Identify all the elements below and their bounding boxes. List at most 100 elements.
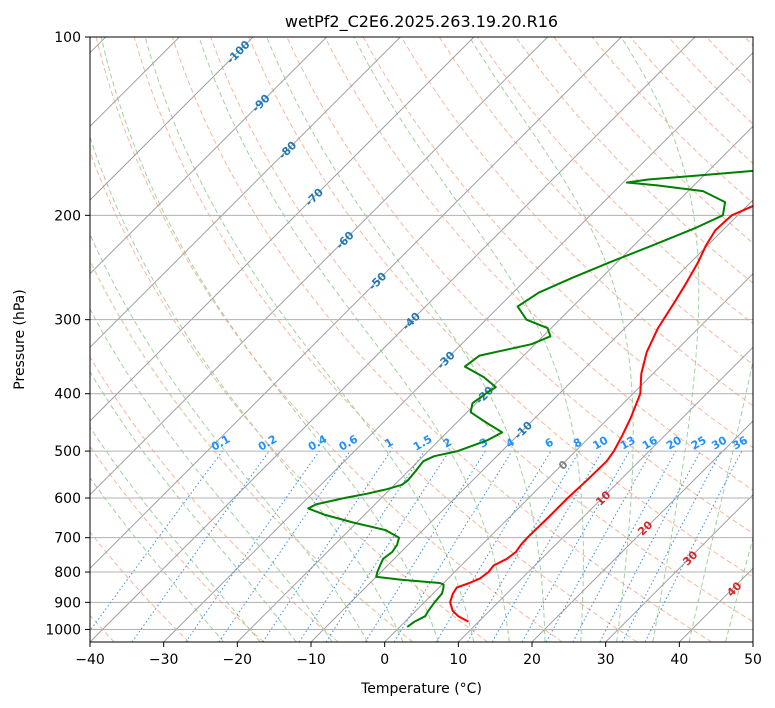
isotherm <box>90 37 475 422</box>
dry-adiabat <box>90 531 190 642</box>
chart-title: wetPf2_C2E6.2025.263.19.20.R16 <box>285 12 558 32</box>
x-tick-label: 0 <box>380 652 389 668</box>
mixing-ratio-line <box>218 450 351 642</box>
mixing-ratio-line <box>644 450 743 642</box>
mixing-ratio-label: 0.2 <box>256 433 279 454</box>
x-tick-label: 30 <box>597 652 615 668</box>
mixing-ratio-line <box>90 450 223 632</box>
dry-adiabat <box>438 37 753 366</box>
isotherm <box>90 37 401 349</box>
mixing-ratio-line <box>599 450 701 642</box>
moist-adiabat <box>100 37 439 642</box>
isotherm <box>752 641 753 642</box>
dry-adiabat <box>668 37 753 125</box>
y-tick-label: 1000 <box>45 622 81 638</box>
y-tick-label: 300 <box>54 313 81 329</box>
mixing-ratio-label: 0.1 <box>209 433 232 454</box>
isotherm <box>236 125 753 642</box>
isotherm <box>457 346 753 642</box>
dry-adiabat <box>90 150 488 642</box>
dry-adiabat <box>706 37 753 86</box>
dry-adiabat <box>90 259 414 642</box>
mixing-ratio-label: 0.6 <box>337 432 361 453</box>
x-tick-label: −40 <box>75 652 105 668</box>
dry-adiabat <box>553 37 753 244</box>
moist-adiabat-label: 10 <box>593 488 613 508</box>
mixing-ratio-label: 10 <box>590 433 610 452</box>
mixing-ratio-line <box>325 450 450 642</box>
mixing-ratio-label: 1.5 <box>411 433 434 454</box>
series-layer <box>307 169 753 628</box>
isotherm <box>90 37 622 570</box>
mixing-ratio-line <box>621 450 722 642</box>
isotherm <box>605 493 753 642</box>
moist-adiabat <box>144 37 475 642</box>
dry-adiabat <box>515 37 753 284</box>
mixing-ratio-label: 36 <box>730 433 750 452</box>
plot-frame <box>89 36 754 643</box>
y-tick-label: 600 <box>54 491 81 507</box>
dry-adiabat <box>362 37 753 449</box>
moist-adiabat <box>90 426 261 642</box>
mixing-ratio-label: 30 <box>709 433 729 452</box>
moist-adiabat <box>469 37 634 642</box>
y-axis-label: Pressure (hPa) <box>12 289 28 389</box>
mixing-ratio-line <box>572 450 677 642</box>
y-tick-label: 100 <box>54 30 81 46</box>
mixing-ratio-label: 0.4 <box>306 432 330 453</box>
isotherm-label: -60 <box>333 228 356 251</box>
dry-adiabat <box>90 445 264 642</box>
moist-adiabat <box>90 135 404 642</box>
dry-adiabat <box>324 37 753 491</box>
moist-adiabat <box>620 37 700 642</box>
dry-adiabat <box>171 37 712 642</box>
mixing-ratio-label: 20 <box>664 433 684 452</box>
mixing-ratio-line <box>131 450 270 642</box>
y-tick-label: 800 <box>54 565 81 581</box>
mixing-ratio-line <box>185 450 320 642</box>
dry-adiabat <box>95 37 563 642</box>
dry-adiabat <box>133 37 638 642</box>
x-tick-label: 50 <box>744 652 762 668</box>
mixing-ratio-label: 1 <box>382 436 395 451</box>
isotherm <box>384 272 753 642</box>
isotherm <box>163 51 753 642</box>
y-tick-label: 500 <box>54 444 81 460</box>
dry-adiabat <box>90 356 339 642</box>
moist-adiabat <box>90 308 333 642</box>
x-tick-label: 10 <box>449 652 467 668</box>
mixing-ratio-line <box>435 450 552 642</box>
dry-adiabat <box>477 37 753 325</box>
mixing-ratio-line <box>298 450 425 642</box>
moist-adiabat <box>90 476 225 642</box>
mixing-ratio-label: 16 <box>640 433 660 452</box>
mixing-ratio-label: 25 <box>689 434 709 453</box>
y-tick-label: 700 <box>54 531 81 547</box>
y-axis: 100 200 300 400 500 600 700 800 900 1000 <box>45 30 90 638</box>
moist-adiabat <box>688 358 753 642</box>
mixing-ratio-line <box>262 450 392 642</box>
mixing-ratio-line <box>545 450 653 642</box>
x-tick-label: −20 <box>223 652 253 668</box>
isotherm <box>90 37 549 496</box>
dry-adiabat <box>400 37 753 407</box>
x-tick-label: 40 <box>670 652 688 668</box>
isotherm <box>90 37 328 275</box>
isotherm-label: -90 <box>249 91 272 114</box>
isotherm-label: -100 <box>224 38 253 67</box>
dewpoint-profile <box>307 169 753 628</box>
isotherm <box>90 37 254 201</box>
isotherm <box>310 199 753 642</box>
y-tick-label: 900 <box>54 595 81 611</box>
moist-adiabat <box>90 232 369 642</box>
mixing-ratio-line <box>393 450 513 642</box>
moist-adiabat <box>725 536 753 642</box>
moist-adiabat-label: 30 <box>680 548 700 568</box>
y-tick-label: 400 <box>54 387 81 403</box>
background-lines <box>90 37 753 642</box>
dry-adiabat <box>210 37 753 623</box>
mixing-ratio-line <box>521 450 630 642</box>
y-tick-label: 200 <box>54 208 81 224</box>
dry-adiabat <box>744 37 753 47</box>
